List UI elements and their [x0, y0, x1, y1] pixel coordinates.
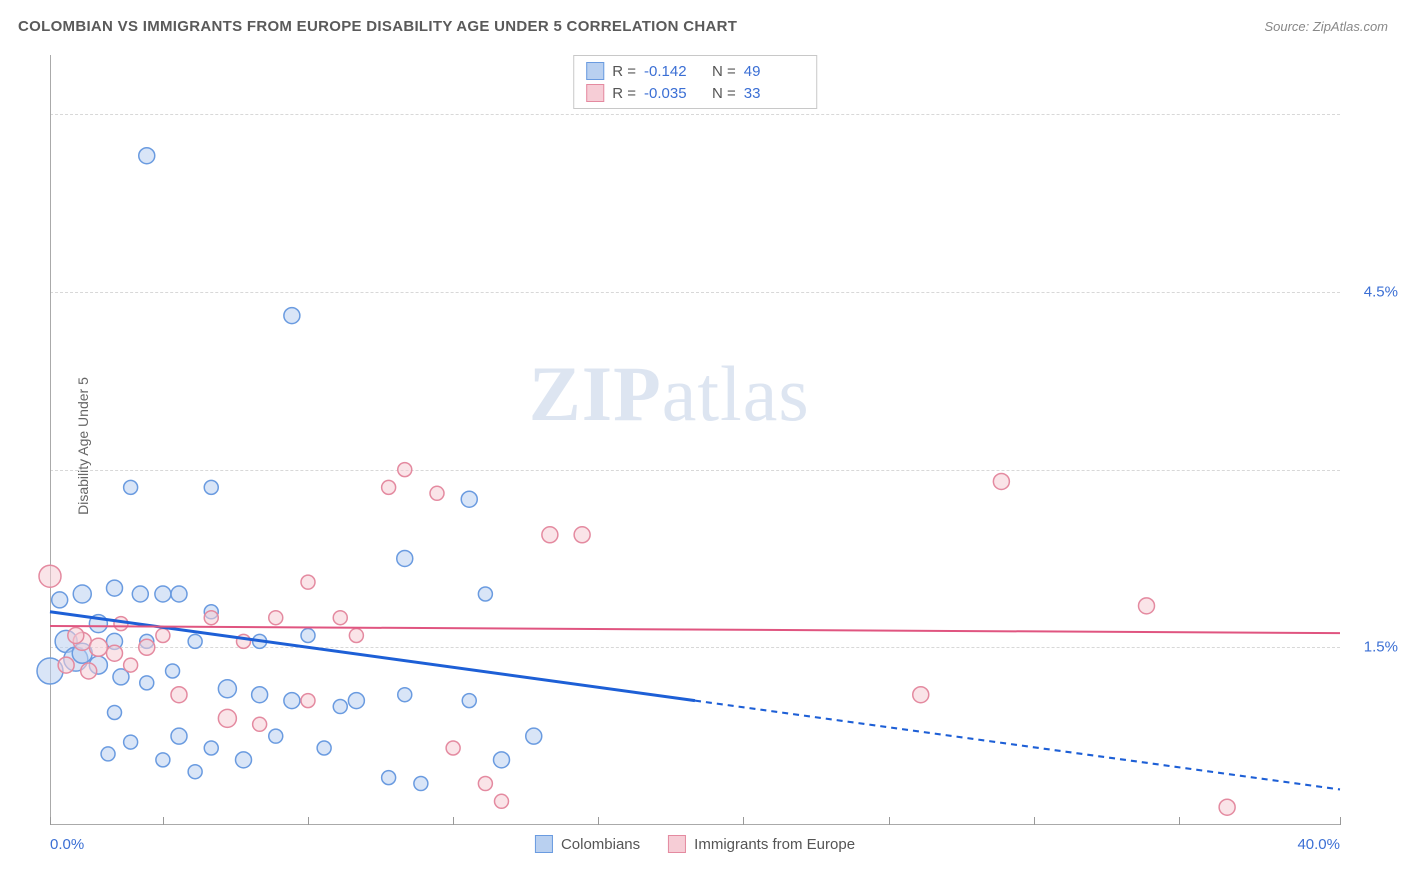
x-tick-label-min: 0.0%	[50, 836, 84, 853]
legend-label-colombians: Colombians	[561, 836, 640, 853]
scatter-point-europe	[446, 741, 460, 755]
scatter-point-colombians	[269, 729, 283, 743]
scatter-point-europe	[156, 628, 170, 642]
r-label: R =	[612, 85, 636, 102]
scatter-point-europe	[349, 628, 363, 642]
scatter-point-europe	[542, 527, 558, 543]
scatter-point-colombians	[139, 148, 155, 164]
trendline-dashed-colombians	[695, 701, 1340, 790]
scatter-point-colombians	[252, 687, 268, 703]
scatter-point-europe	[430, 486, 444, 500]
scatter-point-colombians	[52, 592, 68, 608]
scatter-point-colombians	[107, 580, 123, 596]
scatter-point-colombians	[124, 480, 138, 494]
scatter-point-colombians	[171, 586, 187, 602]
scatter-point-colombians	[317, 741, 331, 755]
y-tick-label: 4.5%	[1364, 283, 1398, 300]
scatter-point-europe	[89, 638, 107, 656]
swatch-colombians-icon	[535, 835, 553, 853]
scatter-point-colombians	[204, 741, 218, 755]
r-value-colombians: -0.142	[644, 63, 704, 80]
plot-area: ZIPatlas 1.5%4.5% 0.0% 40.0% R = -0.142 …	[50, 55, 1340, 825]
scatter-point-europe	[81, 663, 97, 679]
r-label: R =	[612, 63, 636, 80]
scatter-point-europe	[253, 717, 267, 731]
n-value-europe: 33	[744, 85, 804, 102]
scatter-point-europe	[68, 627, 84, 643]
legend-item-colombians: Colombians	[535, 835, 640, 853]
swatch-europe-icon	[668, 835, 686, 853]
chart-header: COLOMBIAN VS IMMIGRANTS FROM EUROPE DISA…	[18, 18, 1388, 35]
scatter-point-colombians	[301, 628, 315, 642]
swatch-colombians-icon	[586, 62, 604, 80]
chart-title: COLOMBIAN VS IMMIGRANTS FROM EUROPE DISA…	[18, 18, 737, 35]
scatter-point-colombians	[494, 752, 510, 768]
chart-source: Source: ZipAtlas.com	[1264, 19, 1388, 34]
scatter-point-colombians	[284, 308, 300, 324]
n-value-colombians: 49	[744, 63, 804, 80]
legend-label-europe: Immigrants from Europe	[694, 836, 855, 853]
scatter-point-europe	[218, 709, 236, 727]
scatter-point-europe	[139, 639, 155, 655]
scatter-point-europe	[204, 611, 218, 625]
r-value-europe: -0.035	[644, 85, 704, 102]
scatter-point-colombians	[156, 753, 170, 767]
scatter-point-colombians	[526, 728, 542, 744]
scatter-point-colombians	[348, 693, 364, 709]
scatter-point-colombians	[236, 752, 252, 768]
scatter-point-europe	[58, 657, 74, 673]
n-label: N =	[712, 85, 736, 102]
n-label: N =	[712, 63, 736, 80]
scatter-point-europe	[398, 463, 412, 477]
scatter-point-europe	[301, 694, 315, 708]
scatter-point-colombians	[414, 777, 428, 791]
scatter-point-colombians	[382, 771, 396, 785]
scatter-point-colombians	[132, 586, 148, 602]
scatter-point-europe	[495, 794, 509, 808]
scatter-point-europe	[913, 687, 929, 703]
scatter-point-europe	[574, 527, 590, 543]
swatch-europe-icon	[586, 84, 604, 102]
scatter-point-europe	[333, 611, 347, 625]
scatter-point-colombians	[462, 694, 476, 708]
scatter-point-europe	[269, 611, 283, 625]
scatter-point-colombians	[73, 585, 91, 603]
scatter-point-colombians	[108, 705, 122, 719]
scatter-point-colombians	[166, 664, 180, 678]
scatter-point-colombians	[333, 700, 347, 714]
scatter-point-colombians	[204, 480, 218, 494]
scatter-svg	[50, 55, 1340, 825]
scatter-point-europe	[301, 575, 315, 589]
scatter-point-colombians	[398, 688, 412, 702]
scatter-point-europe	[1139, 598, 1155, 614]
legend-item-europe: Immigrants from Europe	[668, 835, 855, 853]
x-tick-label-max: 40.0%	[1297, 836, 1340, 853]
correlation-row-colombians: R = -0.142 N = 49	[586, 60, 804, 82]
scatter-point-europe	[993, 473, 1009, 489]
correlation-legend: R = -0.142 N = 49 R = -0.035 N = 33	[573, 55, 817, 109]
scatter-point-colombians	[188, 634, 202, 648]
scatter-point-europe	[382, 480, 396, 494]
series-legend: Colombians Immigrants from Europe	[535, 835, 855, 853]
scatter-point-europe	[478, 777, 492, 791]
scatter-point-colombians	[140, 676, 154, 690]
trendline-europe	[50, 626, 1340, 633]
scatter-point-colombians	[478, 587, 492, 601]
scatter-point-colombians	[124, 735, 138, 749]
scatter-point-colombians	[155, 586, 171, 602]
scatter-point-colombians	[284, 693, 300, 709]
scatter-point-europe	[39, 565, 61, 587]
scatter-point-colombians	[101, 747, 115, 761]
correlation-row-europe: R = -0.035 N = 33	[586, 82, 804, 104]
scatter-point-colombians	[171, 728, 187, 744]
y-tick-label: 1.5%	[1364, 639, 1398, 656]
scatter-point-colombians	[461, 491, 477, 507]
scatter-point-colombians	[188, 765, 202, 779]
scatter-point-colombians	[218, 680, 236, 698]
scatter-point-europe	[1219, 799, 1235, 815]
scatter-point-europe	[124, 658, 138, 672]
scatter-point-colombians	[397, 550, 413, 566]
scatter-point-europe	[171, 687, 187, 703]
scatter-point-europe	[107, 645, 123, 661]
